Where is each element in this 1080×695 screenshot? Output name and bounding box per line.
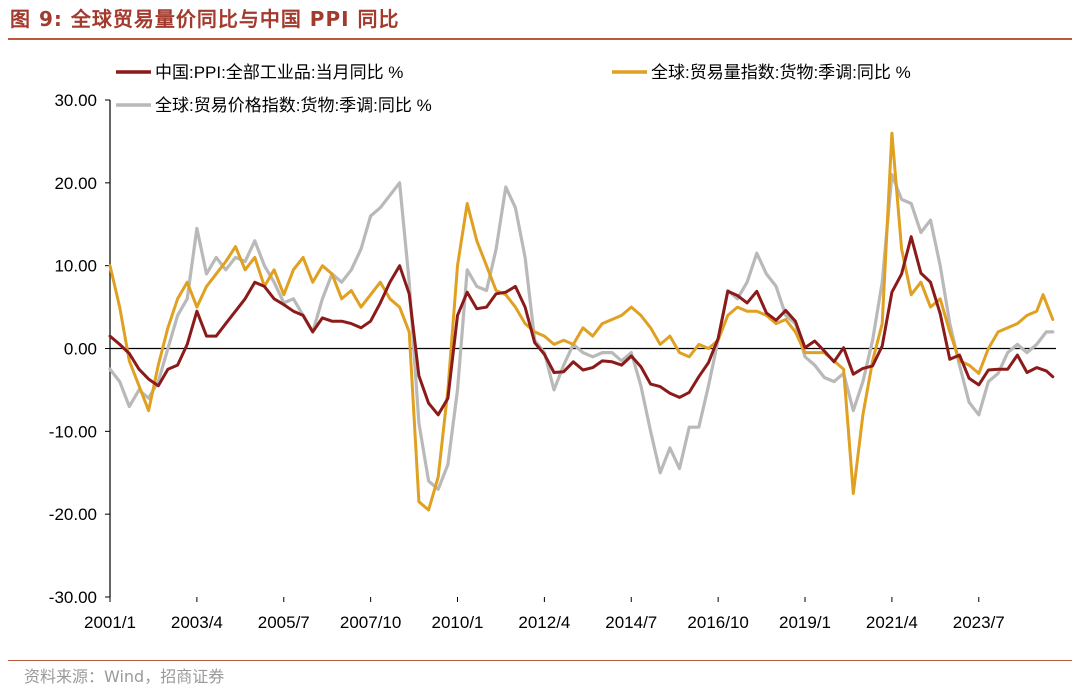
x-tick-label: 2010/1 [432, 613, 484, 632]
chart-axes: 30.00 20.00 10.00 0.00 -10.00 -20.00 -30.00 200… [49, 91, 1056, 632]
line-chart: 30.00 20.00 10.00 0.00 -10.00 -20.00 -30.00 200… [49, 63, 1056, 632]
x-tick-label: 2003/4 [171, 613, 223, 632]
legend-label: 中国:PPI:全部工业品:当月同比 % [155, 63, 403, 82]
y-tick-label: 30.00 [54, 91, 97, 110]
figure-title: 图 9: 全球贸易量价同比与中国 PPI 同比 [10, 7, 400, 31]
title-divider [8, 38, 1072, 40]
y-tick-label: 10.00 [54, 257, 97, 276]
legend-label: 全球:贸易量指数:货物:季调:同比 % [651, 63, 911, 82]
series-layer [108, 131, 1055, 512]
x-tick-label: 2005/7 [258, 613, 310, 632]
chart-legend: 中国:PPI:全部工业品:当月同比 % 全球:贸易量指数:货物:季调:同比 % 全球… [116, 63, 911, 115]
y-tick-label: 0.00 [64, 340, 97, 359]
x-tick-label: 2016/10 [687, 613, 748, 632]
x-tick-label: 2012/4 [518, 613, 570, 632]
volume-series-line [108, 131, 1055, 512]
x-tick-label: 2023/7 [953, 613, 1005, 632]
price-series-line [108, 173, 1055, 491]
ppi-series-line [108, 235, 1055, 417]
y-tick-label: 20.00 [54, 174, 97, 193]
y-tick-label: -10.00 [49, 422, 97, 441]
x-tick-label: 2021/4 [866, 613, 918, 632]
y-tick-label: -20.00 [49, 505, 97, 524]
x-tick-label: 2001/1 [84, 613, 136, 632]
x-tick-label: 2014/7 [605, 613, 657, 632]
footer-divider [8, 660, 1072, 661]
x-tick-label: 2019/1 [779, 613, 831, 632]
source-note: 资料来源：Wind，招商证券 [24, 667, 225, 686]
legend-label: 全球:贸易价格指数:货物:季调:同比 % [155, 96, 432, 115]
x-tick-label: 2007/10 [340, 613, 401, 632]
y-tick-label: -30.00 [49, 588, 97, 607]
